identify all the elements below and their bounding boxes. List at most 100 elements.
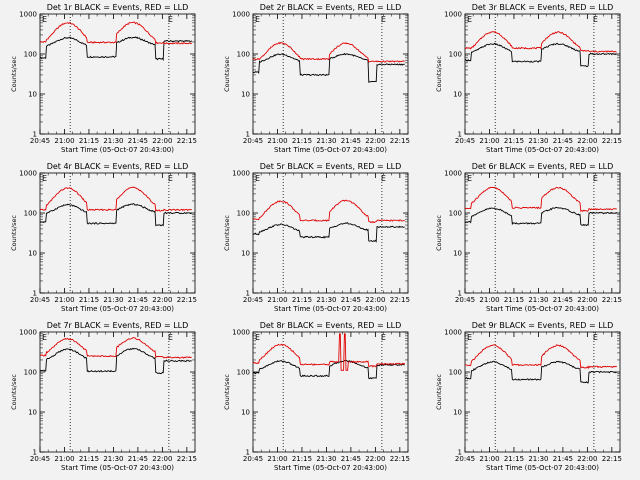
panel-title: Det 6r BLACK = Events, RED = LLD <box>472 162 614 171</box>
marker-e-left: E <box>42 333 47 342</box>
events-series-line <box>464 206 618 227</box>
lld-series-line <box>39 21 193 45</box>
x-tick-label: 22:00 <box>365 296 385 304</box>
detector-panel-9: 1 10 100 1000 20:45 21:00 21:15 21:30 21:45 22:00… <box>435 321 622 472</box>
x-tick-label: 21:45 <box>341 296 361 304</box>
x-tick-label: 21:00 <box>54 137 74 145</box>
x-tick-label: 21:15 <box>79 296 99 304</box>
y-tick-label: 10 <box>241 250 250 258</box>
y-tick-label: 1000 <box>444 11 462 19</box>
y-tick-label: 10 <box>453 409 462 417</box>
marker-e-right: E <box>381 333 386 342</box>
x-axis-label: Start Time (05-Oct-07 20:43:00) <box>486 146 599 154</box>
x-tick-label: 21:00 <box>267 137 287 145</box>
x-tick-label: 21:00 <box>54 296 74 304</box>
panel-title: Det 2r BLACK = Events, RED = LLD <box>260 3 402 12</box>
marker-e-left: E <box>467 15 472 24</box>
x-tick-label: 21:15 <box>79 137 99 145</box>
plot-frame <box>464 13 621 135</box>
x-tick-label: 21:15 <box>504 455 524 463</box>
x-tick-label: 22:00 <box>577 137 597 145</box>
x-tick-label: 20:45 <box>455 137 475 145</box>
events-series-line <box>252 222 405 243</box>
marker-e-right: E <box>593 333 598 342</box>
x-tick-label: 21:00 <box>479 137 499 145</box>
events-series-line <box>39 347 192 374</box>
events-series-line <box>464 42 617 68</box>
detector-panel-3: 1 10 100 1000 20:45 21:00 21:15 21:30 21:45 22:00… <box>435 3 622 154</box>
x-tick-label: 22:00 <box>152 455 172 463</box>
y-tick-label: 1 <box>246 290 250 298</box>
y-tick-label: 100 <box>237 51 250 59</box>
y-tick-label: 1 <box>458 290 462 298</box>
y-tick-label: 10 <box>28 91 37 99</box>
marker-e-left: E <box>255 15 260 24</box>
x-tick-label: 21:45 <box>341 137 361 145</box>
y-axis-label: Counts/sec <box>223 56 231 92</box>
x-tick-label: 21:45 <box>553 455 573 463</box>
x-tick-label: 21:15 <box>79 455 99 463</box>
x-axis-label: Start Time (05-Oct-07 20:43:00) <box>61 146 174 154</box>
y-axis-label: Counts/sec <box>223 215 231 251</box>
x-tick-label: 22:15 <box>177 137 197 145</box>
panel-title: Det 4r BLACK = Events, RED = LLD <box>47 162 189 171</box>
x-tick-label: 20:45 <box>30 455 50 463</box>
x-tick-label: 21:30 <box>103 296 123 304</box>
events-series-line <box>464 360 617 384</box>
lld-series-line <box>252 41 405 63</box>
plot-frame <box>39 13 196 135</box>
plot-frame <box>39 172 196 294</box>
detector-panel-4: 1 10 100 1000 20:45 21:00 21:15 21:30 21:45 22:00… <box>10 162 197 313</box>
y-tick-label: 10 <box>28 250 37 258</box>
x-axis-label: Start Time (05-Oct-07 20:43:00) <box>274 146 387 154</box>
x-tick-label: 22:00 <box>365 455 385 463</box>
plot-frame <box>464 331 621 453</box>
y-axis-label: Counts/sec <box>223 374 231 410</box>
x-tick-label: 20:45 <box>243 137 263 145</box>
x-tick-label: 22:15 <box>390 137 410 145</box>
x-tick-label: 21:15 <box>292 137 312 145</box>
panel-title: Det 1r BLACK = Events, RED = LLD <box>47 3 189 12</box>
x-tick-label: 20:45 <box>243 455 263 463</box>
y-tick-label: 1 <box>458 449 462 457</box>
marker-e-right: E <box>168 174 173 183</box>
y-tick-label: 1000 <box>19 11 37 19</box>
x-tick-label: 21:30 <box>316 296 336 304</box>
y-tick-label: 100 <box>449 210 462 218</box>
y-tick-label: 10 <box>241 409 250 417</box>
y-tick-label: 1000 <box>232 329 250 337</box>
y-tick-label: 10 <box>28 409 37 417</box>
marker-e-right: E <box>593 15 598 24</box>
y-tick-label: 100 <box>237 369 250 377</box>
x-tick-label: 22:00 <box>152 296 172 304</box>
x-tick-label: 21:45 <box>128 455 148 463</box>
plot-frame <box>252 13 409 135</box>
y-axis-label: Counts/sec <box>435 215 443 251</box>
panel-title: Det 9r BLACK = Events, RED = LLD <box>472 321 614 330</box>
x-tick-label: 21:45 <box>341 455 361 463</box>
y-tick-label: 1000 <box>232 170 250 178</box>
events-series-line <box>252 52 405 83</box>
marker-e-left: E <box>42 15 47 24</box>
y-tick-label: 100 <box>449 51 462 59</box>
y-tick-label: 100 <box>24 210 37 218</box>
x-tick-label: 21:30 <box>528 455 548 463</box>
marker-e-left: E <box>255 174 260 183</box>
y-axis-label: Counts/sec <box>435 374 443 410</box>
x-tick-label: 20:45 <box>455 455 475 463</box>
marker-e-right: E <box>168 15 173 24</box>
x-tick-label: 22:15 <box>390 296 410 304</box>
lld-series-line <box>252 199 405 224</box>
y-tick-label: 1000 <box>232 11 250 19</box>
y-axis-label: Counts/sec <box>10 374 18 410</box>
x-tick-label: 21:45 <box>128 296 148 304</box>
marker-e-right: E <box>381 15 386 24</box>
panel-title: Det 3r BLACK = Events, RED = LLD <box>472 3 614 12</box>
x-tick-label: 21:30 <box>316 455 336 463</box>
x-axis-label: Start Time (05-Oct-07 20:43:00) <box>274 464 387 472</box>
marker-e-left: E <box>42 174 47 183</box>
detector-panel-8: 1 10 100 1000 20:45 21:00 21:15 21:30 21:45 22:00… <box>223 321 410 472</box>
x-axis-label: Start Time (05-Oct-07 20:43:00) <box>486 464 599 472</box>
x-tick-label: 21:00 <box>267 455 287 463</box>
x-tick-label: 20:45 <box>30 296 50 304</box>
